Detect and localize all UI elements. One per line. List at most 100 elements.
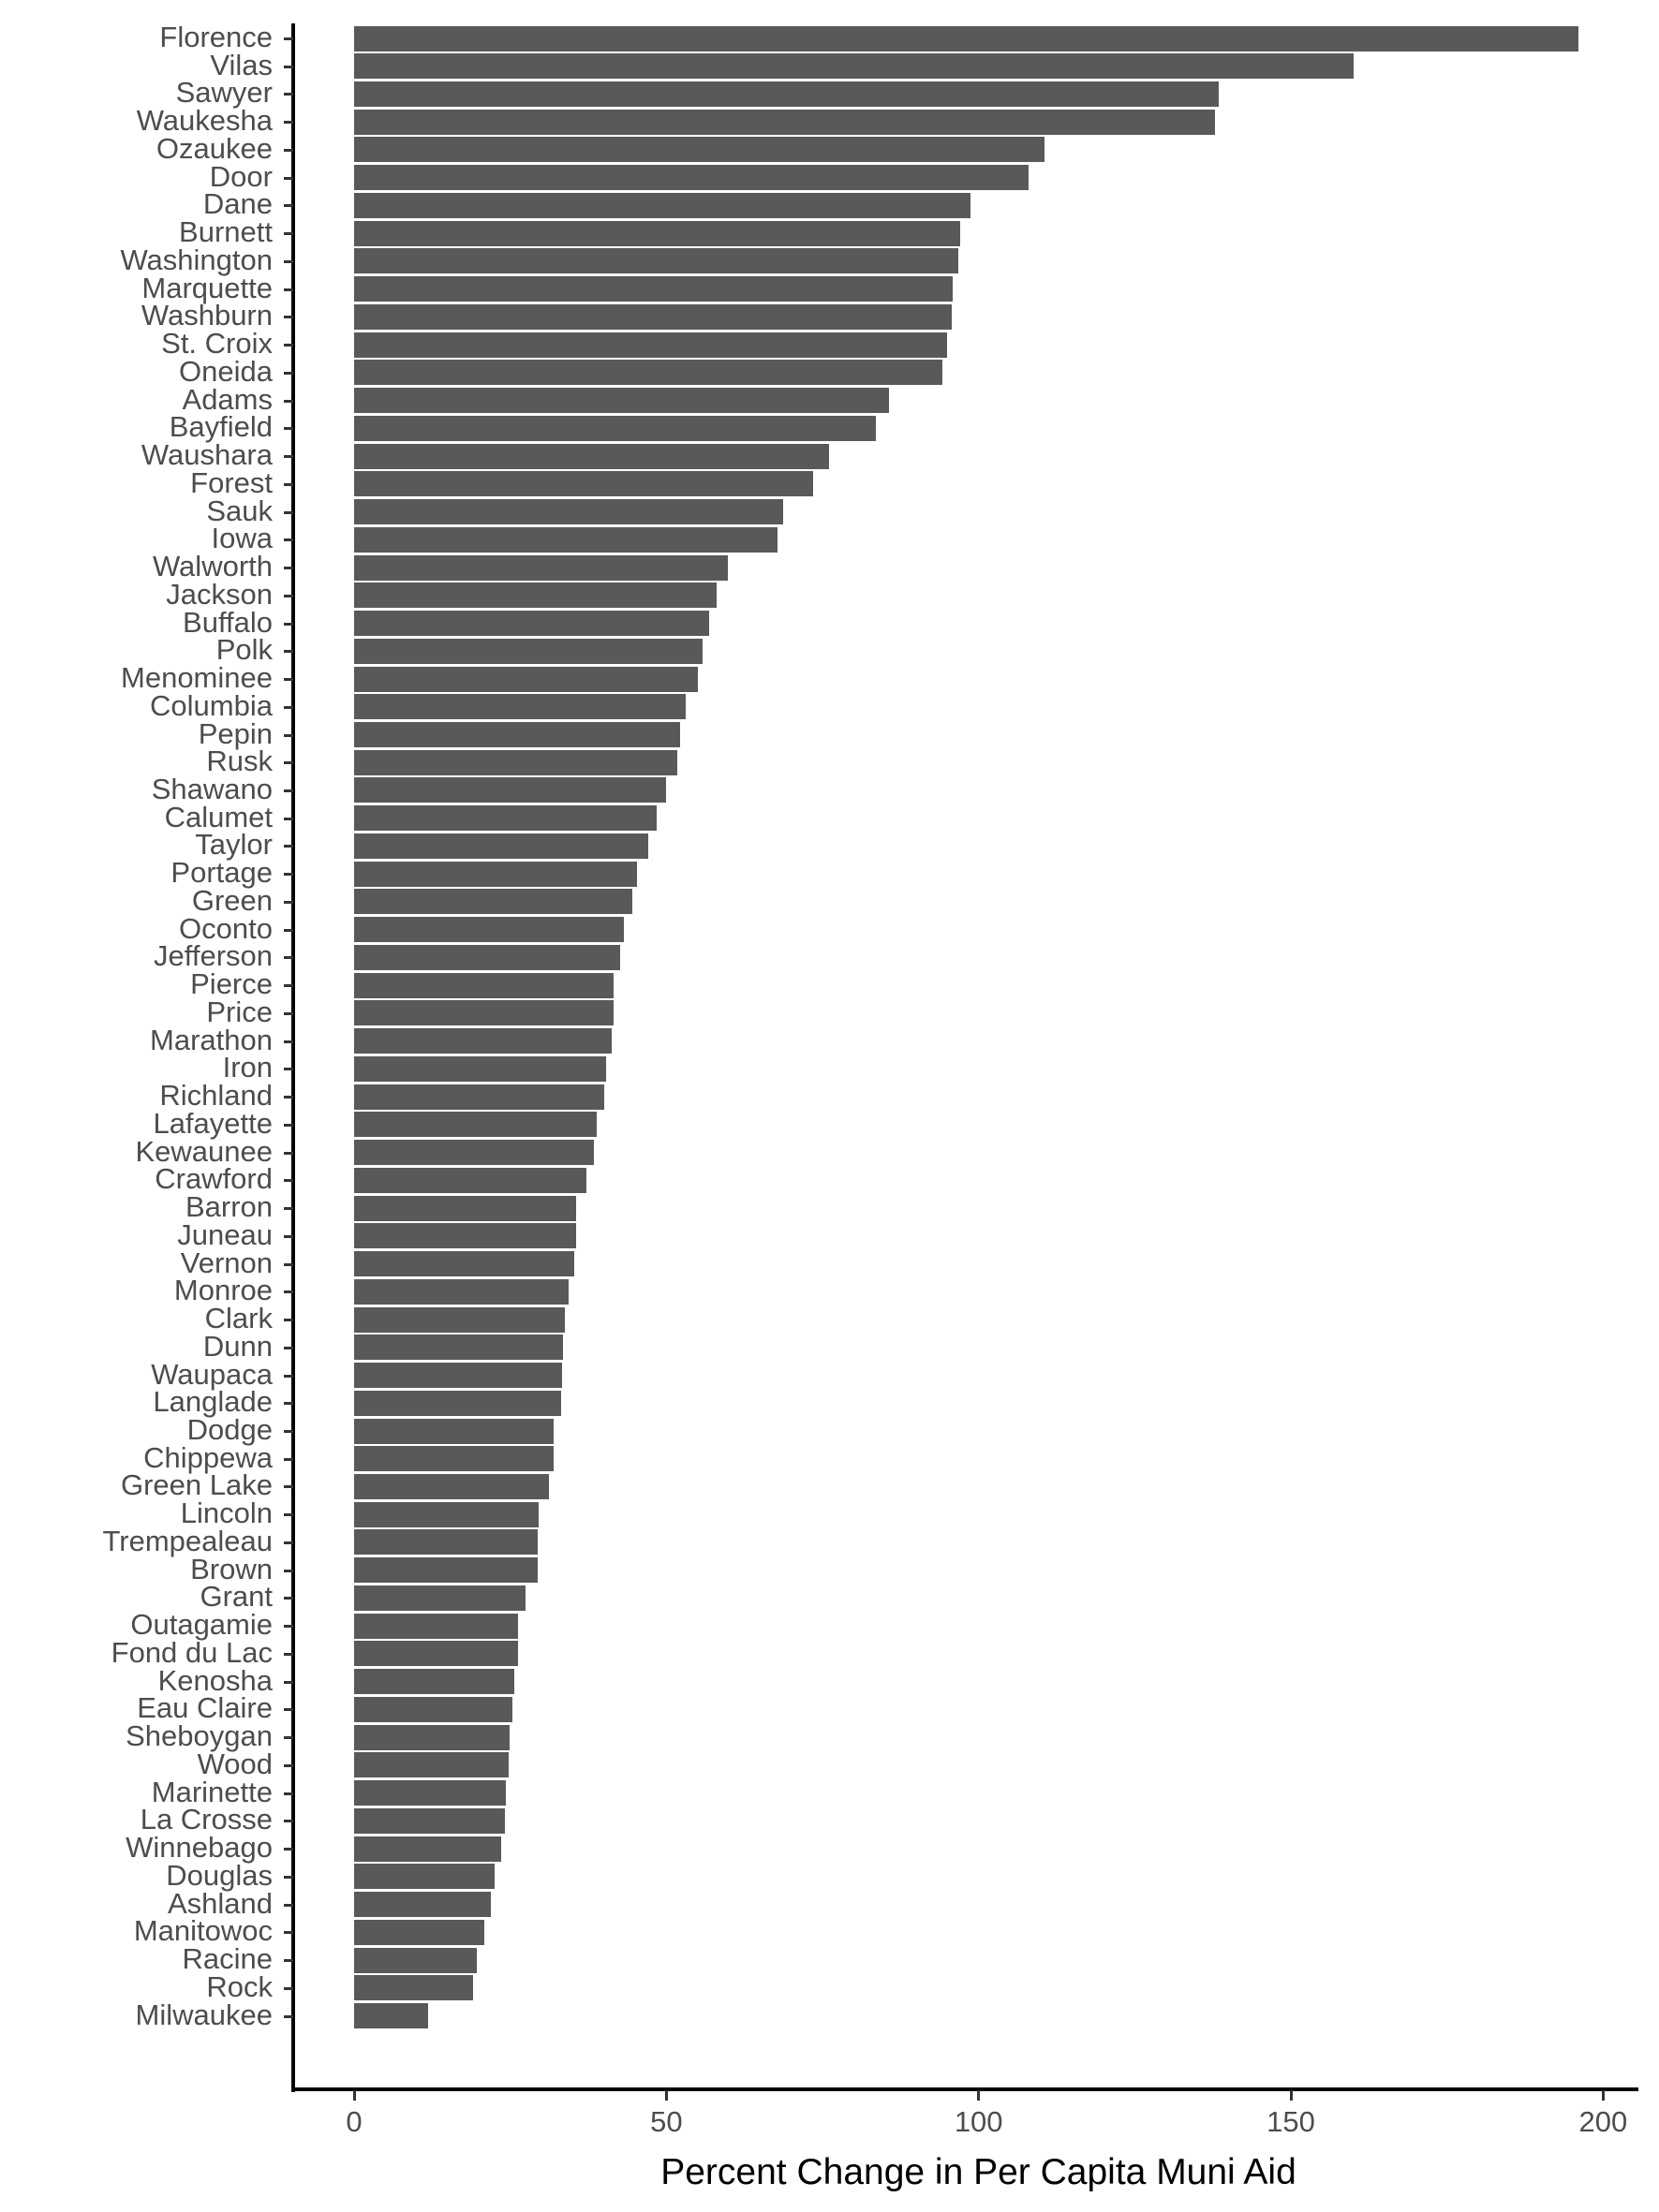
- y-axis-label: Trempealeau: [102, 1524, 273, 1557]
- y-axis-tick: [284, 1402, 293, 1406]
- bar: [354, 1696, 512, 1722]
- y-axis-tick: [284, 1820, 293, 1823]
- bar: [354, 1028, 613, 1054]
- bar: [354, 1557, 538, 1584]
- x-axis-tick-label: 150: [1266, 2105, 1315, 2138]
- y-axis-label: Waushara: [141, 438, 273, 472]
- bar: [354, 833, 649, 859]
- y-axis-label: Florence: [159, 21, 273, 53]
- y-axis-tick: [284, 678, 293, 682]
- y-axis-label: Vilas: [210, 48, 273, 81]
- y-axis-tick: [284, 1430, 293, 1433]
- y-axis-label: Marathon: [150, 1023, 273, 1056]
- bar: [354, 638, 704, 664]
- y-axis-tick: [284, 1848, 293, 1851]
- bar: [354, 276, 954, 302]
- y-axis-tick: [284, 344, 293, 347]
- y-axis-label: La Crosse: [140, 1803, 273, 1836]
- y-axis-tick: [284, 1625, 293, 1629]
- y-axis-label: Ashland: [167, 1886, 273, 1920]
- y-axis-tick: [284, 1569, 293, 1572]
- y-axis-label: Chippewa: [143, 1440, 273, 1474]
- bar: [354, 1055, 606, 1082]
- y-axis-label: Oneida: [179, 354, 273, 388]
- y-axis-label: Sawyer: [175, 76, 273, 110]
- y-axis-tick: [284, 761, 293, 765]
- y-axis-tick: [284, 259, 293, 263]
- y-axis-tick: [284, 733, 293, 737]
- y-axis-tick: [284, 65, 293, 68]
- y-axis-tick: [284, 1541, 293, 1544]
- y-axis-tick: [284, 1597, 293, 1600]
- y-axis-tick: [284, 567, 293, 570]
- y-axis-label: Vernon: [180, 1246, 273, 1279]
- bar: [354, 1613, 519, 1639]
- y-axis-label: Taylor: [195, 828, 273, 862]
- bar: [354, 192, 971, 218]
- y-axis-label: Brown: [190, 1552, 273, 1585]
- y-axis-tick: [284, 455, 293, 459]
- y-axis-label: Dodge: [186, 1413, 273, 1446]
- y-axis-tick: [284, 1513, 293, 1517]
- y-axis-label: Door: [209, 159, 273, 193]
- y-axis-tick: [284, 1959, 293, 1963]
- bar: [354, 611, 709, 637]
- y-axis-tick: [284, 1346, 293, 1349]
- y-axis-label: Green: [191, 883, 273, 917]
- y-axis-tick: [284, 817, 293, 820]
- y-axis-tick: [284, 1262, 293, 1266]
- y-axis-tick: [284, 873, 293, 877]
- bar: [354, 1529, 538, 1556]
- y-axis-tick: [284, 1234, 293, 1238]
- y-axis-label: Richland: [159, 1079, 273, 1113]
- y-axis-label: Ozaukee: [156, 131, 273, 165]
- y-axis-label: Columbia: [150, 688, 273, 722]
- y-axis-tick: [284, 399, 293, 403]
- bar: [354, 1195, 576, 1221]
- y-axis-tick: [284, 510, 293, 514]
- y-axis-label: Green Lake: [121, 1468, 273, 1502]
- y-axis-label: Eau Claire: [137, 1691, 273, 1725]
- y-axis-label: Forest: [190, 465, 273, 499]
- y-axis-tick: [284, 1680, 293, 1684]
- x-axis-tick-label: 100: [954, 2105, 1003, 2138]
- y-axis-label: Lafayette: [153, 1106, 273, 1140]
- y-axis-tick: [284, 371, 293, 375]
- bar: [354, 889, 632, 915]
- bar: [354, 1864, 495, 1890]
- bar: [354, 666, 698, 692]
- bar: [354, 1112, 598, 1138]
- bar: [354, 1780, 506, 1806]
- bar: [354, 1335, 564, 1361]
- y-axis-tick: [284, 928, 293, 932]
- y-axis-tick: [284, 956, 293, 960]
- y-axis-label: Burnett: [179, 215, 273, 249]
- y-axis-label: Walworth: [152, 550, 273, 583]
- y-axis-tick: [284, 427, 293, 431]
- y-axis-label: Portage: [170, 856, 273, 890]
- y-axis-label: Pepin: [198, 716, 273, 750]
- bar: [354, 471, 814, 497]
- bar: [354, 303, 953, 330]
- y-axis-tick: [284, 93, 293, 96]
- y-axis-tick: [284, 1123, 293, 1127]
- y-axis-tick: [284, 1903, 293, 1907]
- bar: [354, 332, 948, 358]
- y-axis-tick: [284, 650, 293, 654]
- bar: [354, 1641, 518, 1667]
- y-axis-label: Kewaunee: [135, 1134, 273, 1168]
- y-axis-tick: [284, 1290, 293, 1294]
- bar: [354, 248, 958, 274]
- y-axis-tick: [284, 1319, 293, 1322]
- bar: [354, 415, 876, 441]
- bar: [354, 1167, 586, 1193]
- y-axis-label: Pierce: [190, 967, 273, 1001]
- bar: [354, 137, 1044, 163]
- y-axis-tick: [284, 984, 293, 988]
- bar: [354, 1000, 614, 1026]
- bar: [354, 220, 961, 246]
- y-axis-label: Manitowoc: [133, 1914, 273, 1948]
- bar: [354, 1947, 478, 1973]
- y-axis-label: Barron: [185, 1190, 273, 1224]
